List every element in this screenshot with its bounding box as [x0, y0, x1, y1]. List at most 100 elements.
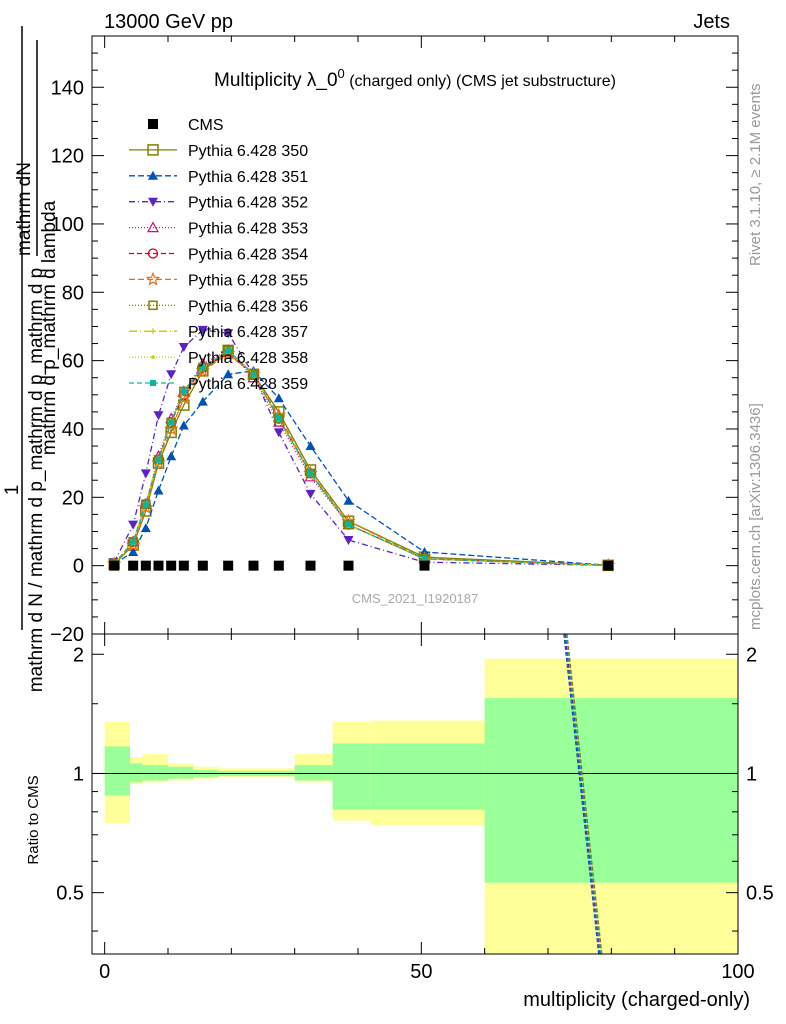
marker-square-open: [165, 426, 177, 439]
marker-triangle-up: [197, 396, 208, 406]
ratio-band-inner: [484, 698, 738, 883]
marker-square-open: [178, 399, 190, 411]
cms-point: [223, 560, 234, 571]
marker-square-filled: [345, 521, 352, 528]
x-tick-label: 100: [721, 961, 754, 983]
main-y-axis-label: mathrm dN mathrm d p_mathrm d lambda 1 m…: [2, 26, 60, 692]
legend-label: Pythia 6.428 355: [188, 272, 308, 289]
marker-triangle-down: [140, 469, 151, 479]
legend-item-cms: CMS: [148, 117, 224, 134]
y-tick-label: 100: [51, 214, 84, 236]
marker-triangle-down: [273, 428, 284, 438]
legend: CMS Pythia 6.428 350 Pythia 6.428 351 Pythi…: [129, 117, 308, 393]
marker-square-open: [153, 454, 164, 465]
series-pythia-6-428-356: [109, 345, 613, 571]
marker-square-filled: [168, 419, 175, 426]
y-label-main-numerator: 1: [2, 485, 23, 496]
y-label-main-denominator: mathrm d N / mathrm d p_mathrm d p_mathr…: [26, 268, 47, 692]
marker-square-open: [148, 300, 158, 311]
series-cms: [109, 560, 614, 571]
legend-item: Pythia 6.428 358: [129, 350, 308, 367]
ratio-tick-label: 0.5: [56, 883, 84, 905]
marker-square-open: [147, 144, 159, 156]
series-pythia-6-428-357: [111, 347, 612, 569]
ratio-band-inner: [180, 766, 194, 779]
marker-square-open: [274, 413, 284, 424]
marker-cross: [150, 328, 156, 335]
legend-label: Pythia 6.428 353: [188, 221, 308, 238]
series-pythia-6-428-358: [112, 348, 610, 568]
cms-point: [273, 560, 284, 571]
marker-triangle-up: [148, 170, 158, 180]
marker-square-filled: [199, 364, 206, 371]
ratio-uncertainty-band: [104, 658, 738, 954]
marker-triangle-down: [305, 489, 316, 499]
marker-dot: [151, 355, 155, 359]
legend-item: Pythia 6.428 357: [129, 324, 308, 341]
ratio-band-inner: [104, 746, 130, 796]
marker-square-filled: [250, 371, 257, 378]
chart-title-main: Multiplicity λ_0: [214, 70, 338, 91]
series-line: [113, 370, 609, 566]
marker-square-filled: [225, 347, 232, 354]
series-pythia-6-428-359: [111, 347, 612, 569]
legend-label: Pythia 6.428 357: [188, 324, 308, 341]
cms-point: [343, 560, 354, 571]
legend-label: Pythia 6.428 359: [188, 376, 308, 393]
ratio-band-inner: [370, 743, 485, 810]
marker-square-filled: [155, 456, 162, 463]
marker-square-open: [248, 369, 259, 380]
cms-point: [148, 119, 158, 129]
legend-item: Pythia 6.428 353: [129, 221, 308, 238]
legend-item: Pythia 6.428 354: [129, 247, 308, 264]
ratio-band-inner: [142, 765, 156, 781]
marker-square-open: [223, 345, 233, 356]
ratio-tick-label: 1: [73, 763, 84, 785]
y-tick-label: 140: [51, 77, 84, 99]
y-label-numerator: mathrm dN: [14, 162, 35, 256]
main-data-layer: [107, 325, 616, 572]
marker-square-open: [141, 499, 151, 509]
marker-star-open: [176, 390, 191, 405]
marker-triangle-up-open: [146, 221, 160, 233]
marker-triangle-down: [166, 370, 177, 380]
legend-item: Pythia 6.428 356: [129, 298, 308, 315]
legend-item: Pythia 6.428 351: [129, 169, 308, 186]
marker-square-filled: [307, 470, 314, 477]
marker-square-open: [179, 386, 189, 397]
ratio-band-inner: [332, 743, 371, 810]
x-axis: 0 50 100: [99, 36, 755, 983]
series-line: [113, 349, 609, 566]
marker-square-filled: [275, 415, 282, 422]
marker-triangle-up: [305, 441, 316, 451]
chart-title-suffix: (charged only) (CMS jet substructure): [345, 73, 616, 90]
marker-square-filled: [150, 380, 156, 386]
analysis-id: CMS_2021_I1920187: [352, 591, 479, 606]
marker-triangle-down: [178, 342, 189, 352]
ratio-tick-label-right: 1: [746, 763, 757, 785]
x-tick-label: 0: [99, 961, 110, 983]
legend-item: Pythia 6.428 359: [129, 376, 308, 393]
marker-square-open: [166, 417, 176, 427]
y-tick-label: −20: [50, 624, 84, 646]
rivet-version-label: Rivet 3.1.10, ≥ 2.1M events: [747, 84, 764, 267]
marker-triangle-up: [178, 420, 189, 430]
ratio-panel: 0.5 0.5 1 1 2 2 0 50 100 Ratio to CMS multiplic…: [25, 36, 774, 1011]
series-pythia-6-428-350: [108, 344, 614, 572]
energy-label: 13000 GeV pp: [104, 11, 233, 33]
marker-triangle-up: [343, 495, 354, 505]
series-pythia-6-428-352: [109, 325, 614, 571]
chart-title-sup: 0: [338, 66, 345, 81]
y-tick-label: 80: [62, 282, 84, 304]
marker-triangle-up: [153, 485, 164, 495]
legend-item: Pythia 6.428 355: [129, 271, 308, 289]
legend-item: Pythia 6.428 350: [129, 143, 308, 160]
marker-star-open: [164, 421, 179, 436]
cms-point: [419, 560, 430, 571]
category-label: Jets: [693, 11, 730, 33]
cms-point: [603, 560, 614, 571]
legend-label: Pythia 6.428 351: [188, 169, 308, 186]
ratio-tick-label-right: 0.5: [746, 883, 774, 905]
ratio-band-inner: [155, 765, 168, 781]
